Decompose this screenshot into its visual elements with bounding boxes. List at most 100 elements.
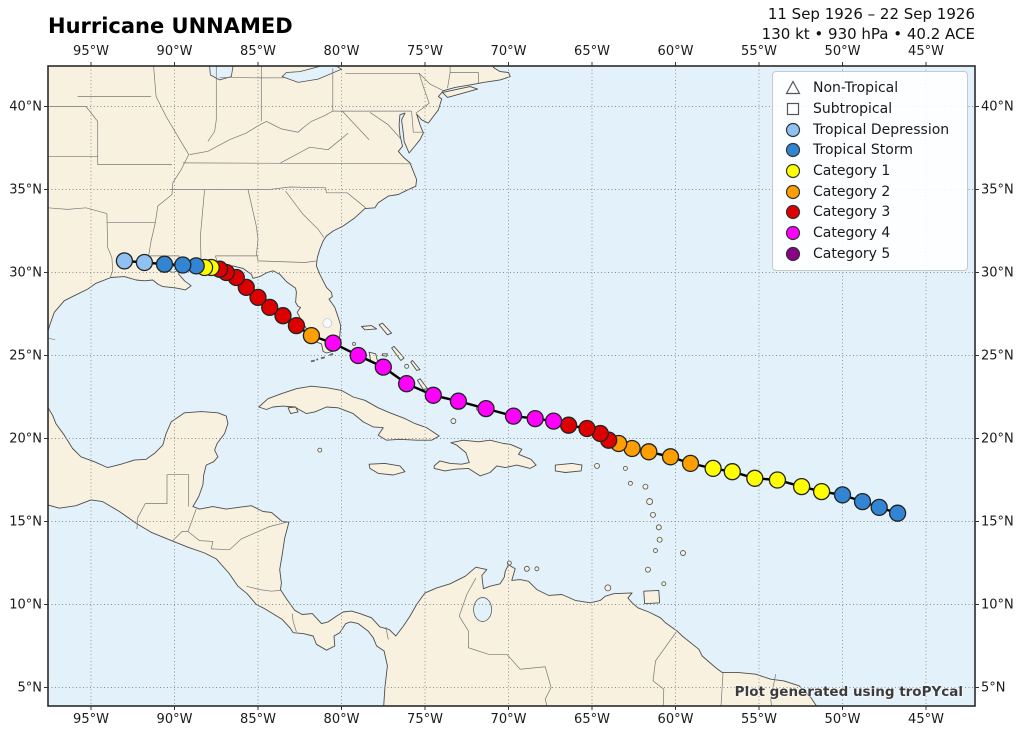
legend-item: Category 3 — [773, 202, 967, 223]
legend-item: Category 5 — [773, 244, 967, 265]
category-dot-icon — [773, 203, 813, 221]
lon-tick-label-bottom: 95°W — [73, 712, 109, 727]
track-point — [812, 482, 831, 501]
legend-item-label: Tropical Depression — [813, 121, 950, 138]
map-frame — [47, 65, 976, 707]
lat-tick-label-left: 35°N — [9, 182, 42, 197]
plot-title: Hurricane UNNAMED — [48, 14, 293, 38]
track-point — [792, 477, 811, 496]
legend-item-label: Subtropical — [813, 101, 893, 118]
lat-tick-label-left: 5°N — [17, 680, 43, 695]
track-point — [870, 498, 888, 517]
track-point — [544, 412, 563, 430]
track-point — [526, 409, 544, 428]
track-point — [261, 298, 279, 317]
legend-item: Category 2 — [773, 181, 967, 202]
lon-tick-label-top: 55°W — [741, 44, 777, 59]
subtropical-square-icon — [773, 100, 813, 118]
legend-item: Subtropical — [773, 99, 967, 120]
legend-item-label: Category 4 — [813, 225, 891, 242]
category-dot-icon — [773, 245, 813, 263]
lat-tick-label-left: 40°N — [9, 99, 42, 114]
attribution-text: Plot generated using troPYcal — [734, 684, 963, 700]
lon-tick-label-top: 85°W — [240, 44, 276, 59]
lat-tick-label-left: 15°N — [9, 514, 42, 529]
category-dot-icon — [773, 141, 813, 159]
legend-item-label: Tropical Storm — [813, 142, 913, 159]
track-point — [324, 334, 342, 352]
legend-item-label: Category 1 — [813, 163, 891, 180]
track-point — [768, 471, 787, 489]
lon-tick-label-bottom: 45°W — [908, 712, 944, 727]
track-point — [249, 288, 267, 307]
lat-tick-label-left: 25°N — [9, 348, 42, 363]
storm-summary: 11 Sep 1926 – 22 Sep 1926 130 kt • 930 h… — [762, 4, 975, 44]
category-dot-icon — [773, 224, 813, 242]
track-point — [135, 253, 154, 272]
lon-tick-label-bottom: 85°W — [240, 712, 276, 727]
track-point — [424, 386, 442, 404]
lon-tick-label-bottom: 80°W — [323, 712, 360, 727]
lon-tick-label-bottom: 90°W — [156, 712, 193, 727]
track-point — [302, 326, 321, 345]
legend-item: Non-Tropical — [773, 78, 967, 99]
non-tropical-triangle-icon — [773, 79, 813, 97]
legend-item-label: Category 2 — [813, 183, 891, 200]
lat-tick-label-right: 40°N — [981, 99, 1014, 114]
lat-tick-label-left: 20°N — [9, 431, 42, 446]
track-point — [723, 463, 741, 481]
track-point — [174, 256, 192, 274]
track-point — [287, 316, 306, 335]
lon-tick-label-bottom: 75°W — [407, 712, 443, 727]
legend-item-label: Category 3 — [813, 204, 891, 221]
legend: Non-Tropical Subtropical Tropical Depressi… — [772, 71, 968, 272]
legend-item: Category 1 — [773, 161, 967, 182]
lon-tick-label-top: 95°W — [73, 44, 109, 59]
lat-tick-label-right: 10°N — [981, 597, 1014, 612]
track-point — [115, 252, 134, 270]
lat-tick-label-right: 25°N — [981, 348, 1014, 363]
track-point — [704, 459, 722, 478]
category-dot-icon — [773, 162, 813, 180]
track-point — [477, 399, 495, 418]
lon-tick-label-bottom: 65°W — [574, 712, 610, 727]
lon-tick-label-top: 90°W — [156, 44, 193, 59]
track-point — [888, 504, 907, 522]
storm-stats: 130 kt • 930 hPa • 40.2 ACE — [761, 25, 975, 43]
track-point — [504, 407, 523, 425]
legend-item-label: Category 5 — [813, 245, 891, 262]
lat-tick-label-right: 30°N — [981, 265, 1014, 280]
lon-tick-label-top: 75°W — [407, 44, 443, 59]
lat-tick-label-left: 10°N — [9, 597, 42, 612]
lon-tick-label-bottom: 70°W — [490, 712, 527, 727]
track-point — [661, 448, 680, 466]
lat-tick-label-right: 20°N — [981, 431, 1014, 446]
track-point — [374, 358, 392, 376]
lon-tick-label-top: 60°W — [657, 44, 694, 59]
track-point — [559, 416, 578, 434]
track-point — [449, 392, 468, 410]
lat-tick-label-right: 15°N — [981, 514, 1014, 529]
land-layer — [48, 66, 818, 706]
track-point — [397, 375, 416, 393]
track-point — [640, 443, 658, 461]
track-point — [155, 255, 174, 273]
track-point — [349, 346, 367, 365]
legend-item: Category 4 — [773, 223, 967, 244]
lon-tick-label-bottom: 60°W — [657, 712, 694, 727]
lon-tick-label-top: 65°W — [574, 44, 610, 59]
category-dot-icon — [773, 121, 813, 139]
lon-tick-label-bottom: 55°W — [741, 712, 777, 727]
lat-tick-label-right: 5°N — [981, 680, 1006, 695]
track-point — [578, 419, 596, 438]
lon-tick-label-top: 80°W — [323, 44, 360, 59]
category-dot-icon — [773, 183, 813, 201]
lat-tick-label-right: 35°N — [981, 182, 1014, 197]
lon-tick-label-top: 70°W — [490, 44, 527, 59]
track-point — [274, 307, 292, 325]
storm-track — [115, 252, 907, 522]
lon-tick-label-bottom: 50°W — [824, 712, 861, 727]
lon-tick-label-top: 45°W — [908, 44, 944, 59]
legend-item-label: Non-Tropical — [813, 80, 899, 97]
